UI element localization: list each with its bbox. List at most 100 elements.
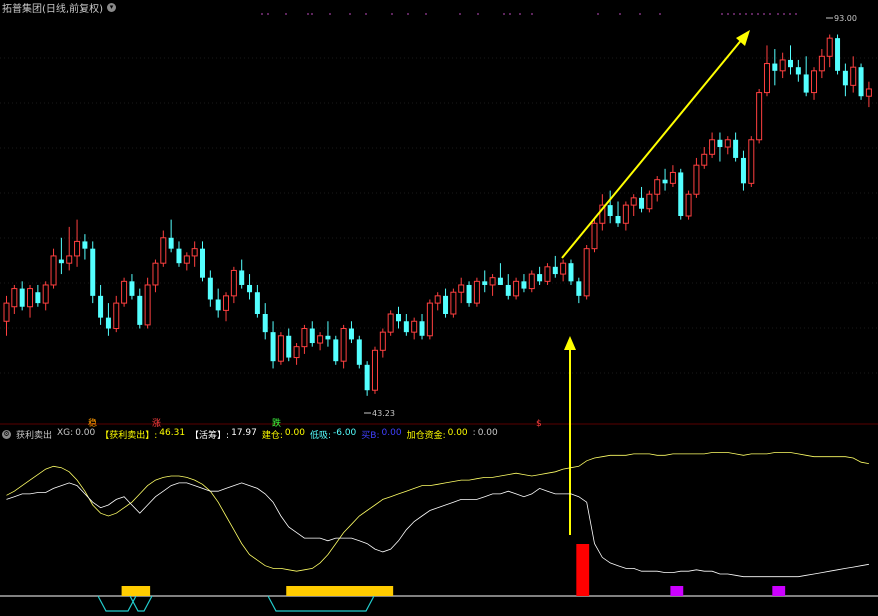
candle	[811, 70, 818, 94]
candle	[82, 241, 88, 249]
candle	[183, 255, 190, 264]
signal-dot	[311, 13, 313, 15]
indicator-field: 买B:	[361, 430, 380, 441]
candle	[568, 263, 574, 282]
signal-dot	[739, 13, 741, 15]
candle	[396, 314, 401, 322]
candle	[850, 66, 857, 86]
candle	[669, 171, 676, 184]
high-price-label: 93.00	[834, 14, 857, 23]
candle	[215, 299, 221, 311]
candle	[466, 284, 472, 304]
candle	[788, 59, 793, 68]
candle	[622, 204, 629, 224]
indicator-name[interactable]: 获利卖出	[16, 430, 53, 441]
candle	[630, 197, 637, 206]
low-price-label: 43.23	[372, 409, 395, 418]
candle	[419, 321, 425, 336]
signal-dot	[789, 13, 791, 15]
candle	[200, 248, 205, 278]
main-panel	[0, 13, 878, 425]
add-fund-bar	[670, 586, 684, 596]
candle	[513, 280, 520, 297]
indicator-field: 【获利卖出】:	[100, 430, 158, 441]
indicator-value: 0.00	[284, 427, 305, 438]
dip-buy-shape	[129, 595, 153, 612]
dip-buy-shape	[97, 595, 137, 612]
candle	[646, 193, 653, 210]
candle	[356, 339, 362, 365]
candle	[27, 288, 34, 308]
indicator-value: -6.00	[333, 427, 357, 438]
candle	[865, 88, 872, 97]
candle	[160, 237, 167, 264]
candle	[740, 157, 746, 184]
indicator-panel	[0, 452, 878, 612]
indicator-fields: XG: 0.00 【获利卖出】: 46.31 【活筹】: 17.97 建仓: 0.00 低吸: -…	[57, 428, 498, 441]
candle	[317, 335, 324, 344]
candle	[748, 139, 755, 184]
candle	[74, 240, 81, 257]
candle	[576, 281, 582, 296]
signal-dot	[519, 13, 521, 15]
candle	[818, 55, 825, 72]
signal-dot	[425, 13, 427, 15]
signal-dot	[639, 13, 641, 15]
candle	[348, 328, 354, 340]
window-title: 拓普集团(日线,前复权)	[2, 3, 103, 15]
candle	[333, 339, 339, 362]
candle	[607, 205, 613, 216]
candle	[693, 164, 700, 195]
candle	[129, 281, 135, 296]
candle	[458, 284, 465, 293]
candle	[528, 273, 535, 290]
signal-dot	[769, 13, 771, 15]
signal-dot	[751, 13, 753, 15]
candle	[678, 172, 684, 216]
candle	[537, 274, 543, 282]
candle	[325, 335, 331, 340]
candle	[685, 193, 692, 217]
candle	[270, 332, 276, 362]
candle	[772, 63, 778, 71]
signal-dot	[531, 13, 533, 15]
candle	[364, 364, 370, 391]
candle	[309, 328, 315, 344]
candle	[293, 346, 300, 359]
indicator-field: 建仓:	[261, 430, 283, 441]
signal-dot	[407, 13, 409, 15]
candle	[709, 139, 716, 155]
chevron-down-icon[interactable]: ▾	[106, 2, 116, 12]
candle	[11, 288, 18, 308]
title-bar: 拓普集团(日线,前复权) ▾	[2, 1, 116, 15]
candle	[144, 284, 151, 326]
signal-dot	[745, 13, 747, 15]
candle	[434, 295, 441, 304]
signal-dot	[509, 13, 511, 15]
indicator-value: 0.00	[75, 427, 96, 438]
indicator-field: :	[472, 427, 476, 438]
settings-icon[interactable]: ⚙	[2, 429, 11, 439]
candle	[19, 288, 25, 307]
signal-dot	[597, 13, 599, 15]
candle	[254, 292, 260, 314]
candle	[763, 63, 770, 94]
candle	[583, 248, 590, 297]
add-fund-bar	[772, 586, 786, 596]
signal-marker-label: 稳	[88, 417, 97, 429]
candle	[403, 321, 409, 333]
candle	[223, 295, 230, 311]
indicator-field: XG:	[57, 427, 74, 438]
candle	[779, 59, 786, 72]
candle	[795, 67, 801, 75]
chips-line	[6, 482, 869, 578]
candle	[505, 284, 511, 296]
signal-dot	[391, 13, 393, 15]
signal-dot	[267, 13, 269, 15]
candle	[639, 197, 645, 209]
buy-arrow-head	[564, 336, 576, 350]
signal-marker-label: 跌	[272, 418, 281, 429]
signal-dot	[503, 13, 505, 15]
candle	[137, 295, 143, 325]
